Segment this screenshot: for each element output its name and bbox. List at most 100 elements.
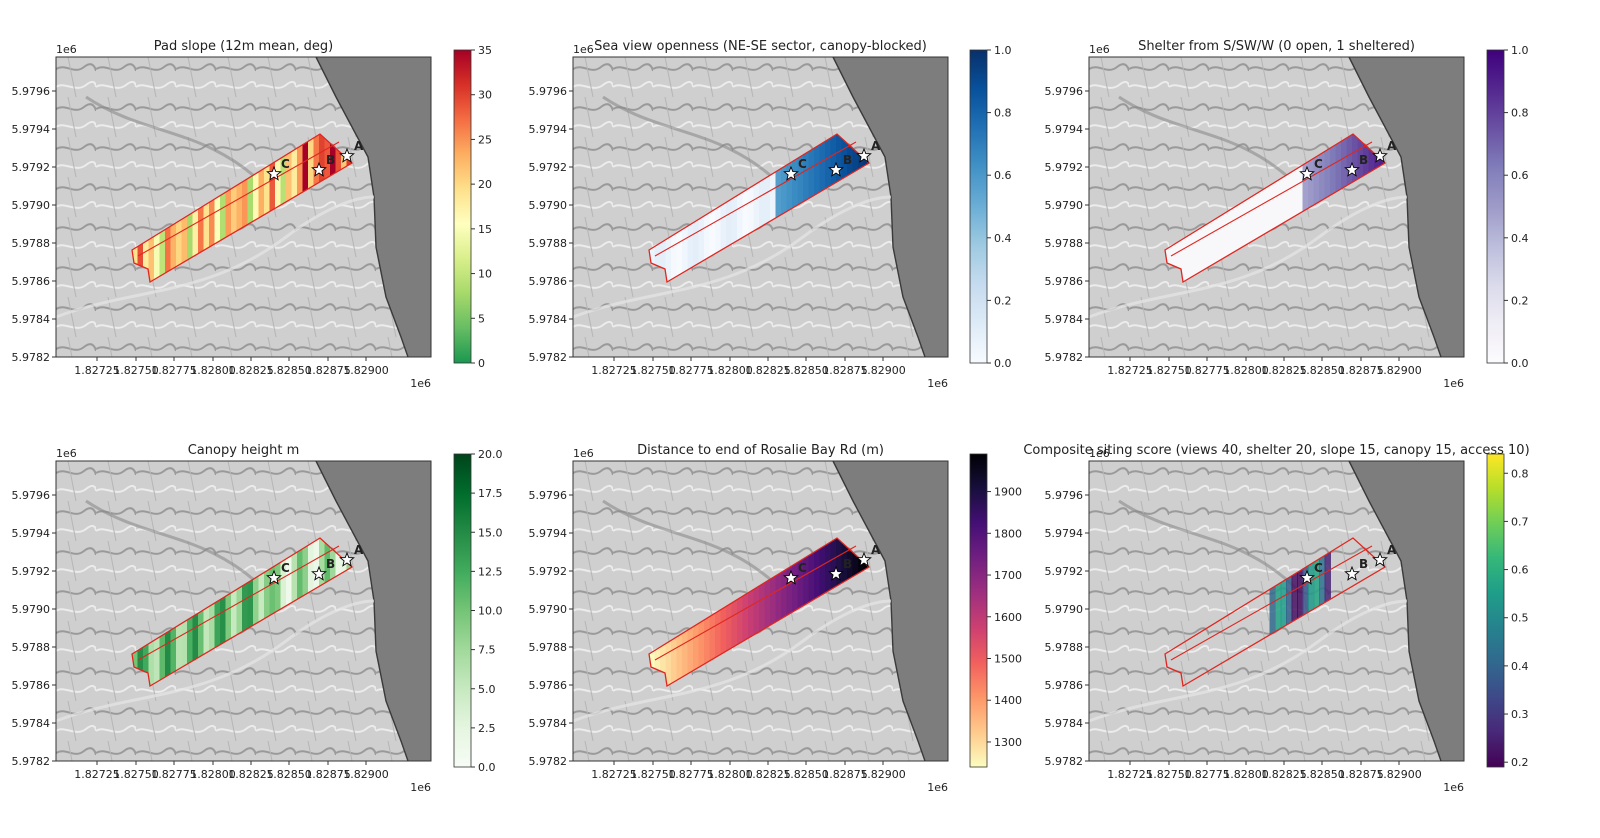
site-label-c: C xyxy=(798,157,807,171)
x-tick-label: 1.82900 xyxy=(860,768,906,781)
x-tick-label: 1.82725 xyxy=(591,364,637,377)
y-tick-label: 5.9794 xyxy=(12,123,51,136)
panel-3: ABC1.827251.827501.827751.828001.828251.… xyxy=(1045,39,1529,390)
ridge xyxy=(55,195,375,319)
colorbar xyxy=(1486,49,1505,364)
colorbar-tick-label: 0.4 xyxy=(1511,232,1529,245)
y-tick-label: 5.9788 xyxy=(1045,237,1084,250)
y-tick-label: 5.9796 xyxy=(12,85,51,98)
y-tick-label: 5.9792 xyxy=(1045,565,1084,578)
y-tick-label: 5.9788 xyxy=(529,237,568,250)
site-marker-c xyxy=(266,569,282,585)
x-tick-label: 1.82775 xyxy=(151,768,197,781)
x-tick-label: 1.82800 xyxy=(190,768,236,781)
x-tick-label: 1.82725 xyxy=(74,364,120,377)
y-tick-label: 5.9784 xyxy=(12,717,51,730)
valley xyxy=(85,499,268,593)
y-tick-label: 5.9794 xyxy=(1045,527,1084,540)
panel-5: ABC1.827251.827501.827751.828001.828251.… xyxy=(529,443,1023,794)
x-tick-label: 1.82725 xyxy=(1107,768,1153,781)
colorbar-tick-label: 0.8 xyxy=(1511,467,1529,480)
y-tick-label: 5.9794 xyxy=(529,527,568,540)
colorbar-tick-label: 1800 xyxy=(994,527,1022,540)
corridor-outline xyxy=(131,537,354,688)
x-tick-label: 1.82775 xyxy=(668,364,714,377)
site-label-b: B xyxy=(843,153,852,167)
colorbar-tick-label: 1300 xyxy=(994,736,1022,749)
ridge xyxy=(1088,599,1408,723)
x-exponent: 1e6 xyxy=(927,377,948,390)
corridor-outline xyxy=(648,537,871,688)
y-tick-label: 5.9792 xyxy=(12,161,51,174)
colorbar-tick-label: 0.8 xyxy=(994,107,1012,120)
x-tick-label: 1.82900 xyxy=(1376,364,1422,377)
x-exponent: 1e6 xyxy=(927,781,948,794)
y-exponent: 1e6 xyxy=(573,43,594,56)
x-tick-label: 1.82775 xyxy=(1184,364,1230,377)
x-tick-label: 1.82875 xyxy=(822,768,868,781)
y-tick-label: 5.9792 xyxy=(1045,161,1084,174)
corridor-centerline xyxy=(1170,141,1373,257)
y-tick-label: 5.9790 xyxy=(1045,603,1084,616)
x-tick-label: 1.82825 xyxy=(1261,364,1307,377)
y-tick-label: 5.9790 xyxy=(529,603,568,616)
valley xyxy=(602,95,785,189)
y-tick-label: 5.9790 xyxy=(1045,199,1084,212)
colorbar-tick-label: 1900 xyxy=(994,486,1022,499)
colorbar-tick-label: 35 xyxy=(478,44,492,57)
y-tick-label: 5.9788 xyxy=(12,641,51,654)
y-tick-label: 5.9788 xyxy=(529,641,568,654)
panel-title: Shelter from S/SW/W (0 open, 1 sheltered… xyxy=(1138,39,1415,54)
y-tick-label: 5.9786 xyxy=(12,275,51,288)
site-marker-b xyxy=(1344,565,1360,581)
y-tick-label: 5.9784 xyxy=(529,717,568,730)
colorbar-tick-label: 0.5 xyxy=(1511,612,1529,625)
x-exponent: 1e6 xyxy=(1443,377,1464,390)
corridor-centerline xyxy=(654,141,857,257)
y-exponent: 1e6 xyxy=(573,447,594,460)
colorbar-tick-label: 5.0 xyxy=(478,683,496,696)
colorbar-tick-label: 0.0 xyxy=(1511,357,1529,370)
x-tick-label: 1.82900 xyxy=(1376,768,1422,781)
y-tick-label: 5.9786 xyxy=(1045,679,1084,692)
y-tick-label: 5.9786 xyxy=(12,679,51,692)
colorbar-tick-label: 0.4 xyxy=(994,232,1012,245)
y-tick-label: 5.9796 xyxy=(529,85,568,98)
site-label-a: A xyxy=(871,543,881,557)
colorbar-tick-label: 0 xyxy=(478,357,485,370)
colorbar-tick-label: 15.0 xyxy=(478,526,503,539)
site-marker-c xyxy=(266,165,282,181)
colorbar-tick-label: 0.7 xyxy=(1511,515,1529,528)
y-tick-label: 5.9784 xyxy=(1045,717,1084,730)
y-tick-label: 5.9792 xyxy=(12,565,51,578)
y-exponent: 1e6 xyxy=(56,447,77,460)
x-tick-label: 1.82875 xyxy=(1338,364,1384,377)
site-marker-a xyxy=(339,147,355,163)
x-tick-label: 1.82750 xyxy=(1146,364,1192,377)
panel-title: Canopy height m xyxy=(188,443,300,458)
y-tick-label: 5.9796 xyxy=(529,489,568,502)
colorbar-tick-label: 10.0 xyxy=(478,605,503,618)
panel-title: Sea view openness (NE-SE sector, canopy-… xyxy=(594,39,927,54)
colorbar-tick-label: 15 xyxy=(478,223,492,236)
y-exponent: 1e6 xyxy=(1089,43,1110,56)
site-marker-a xyxy=(1372,551,1388,567)
y-tick-label: 5.9790 xyxy=(12,199,51,212)
y-tick-label: 5.9782 xyxy=(12,755,51,768)
x-exponent: 1e6 xyxy=(410,377,431,390)
colorbar xyxy=(453,453,472,768)
x-tick-label: 1.82750 xyxy=(113,364,159,377)
x-tick-label: 1.82725 xyxy=(1107,364,1153,377)
corridor-centerline xyxy=(137,545,340,661)
colorbar-tick-label: 1700 xyxy=(994,569,1022,582)
y-tick-label: 5.9794 xyxy=(529,123,568,136)
site-marker-a xyxy=(856,551,872,567)
panel-6: ABC1.827251.827501.827751.828001.828251.… xyxy=(1023,443,1529,794)
x-tick-label: 1.82800 xyxy=(707,768,753,781)
x-exponent: 1e6 xyxy=(410,781,431,794)
x-tick-label: 1.82900 xyxy=(343,364,389,377)
y-tick-label: 5.9796 xyxy=(12,489,51,502)
colorbar-tick-label: 0.4 xyxy=(1511,660,1529,673)
colorbar-tick-label: 17.5 xyxy=(478,487,503,500)
colorbar-tick-label: 0.2 xyxy=(1511,294,1529,307)
